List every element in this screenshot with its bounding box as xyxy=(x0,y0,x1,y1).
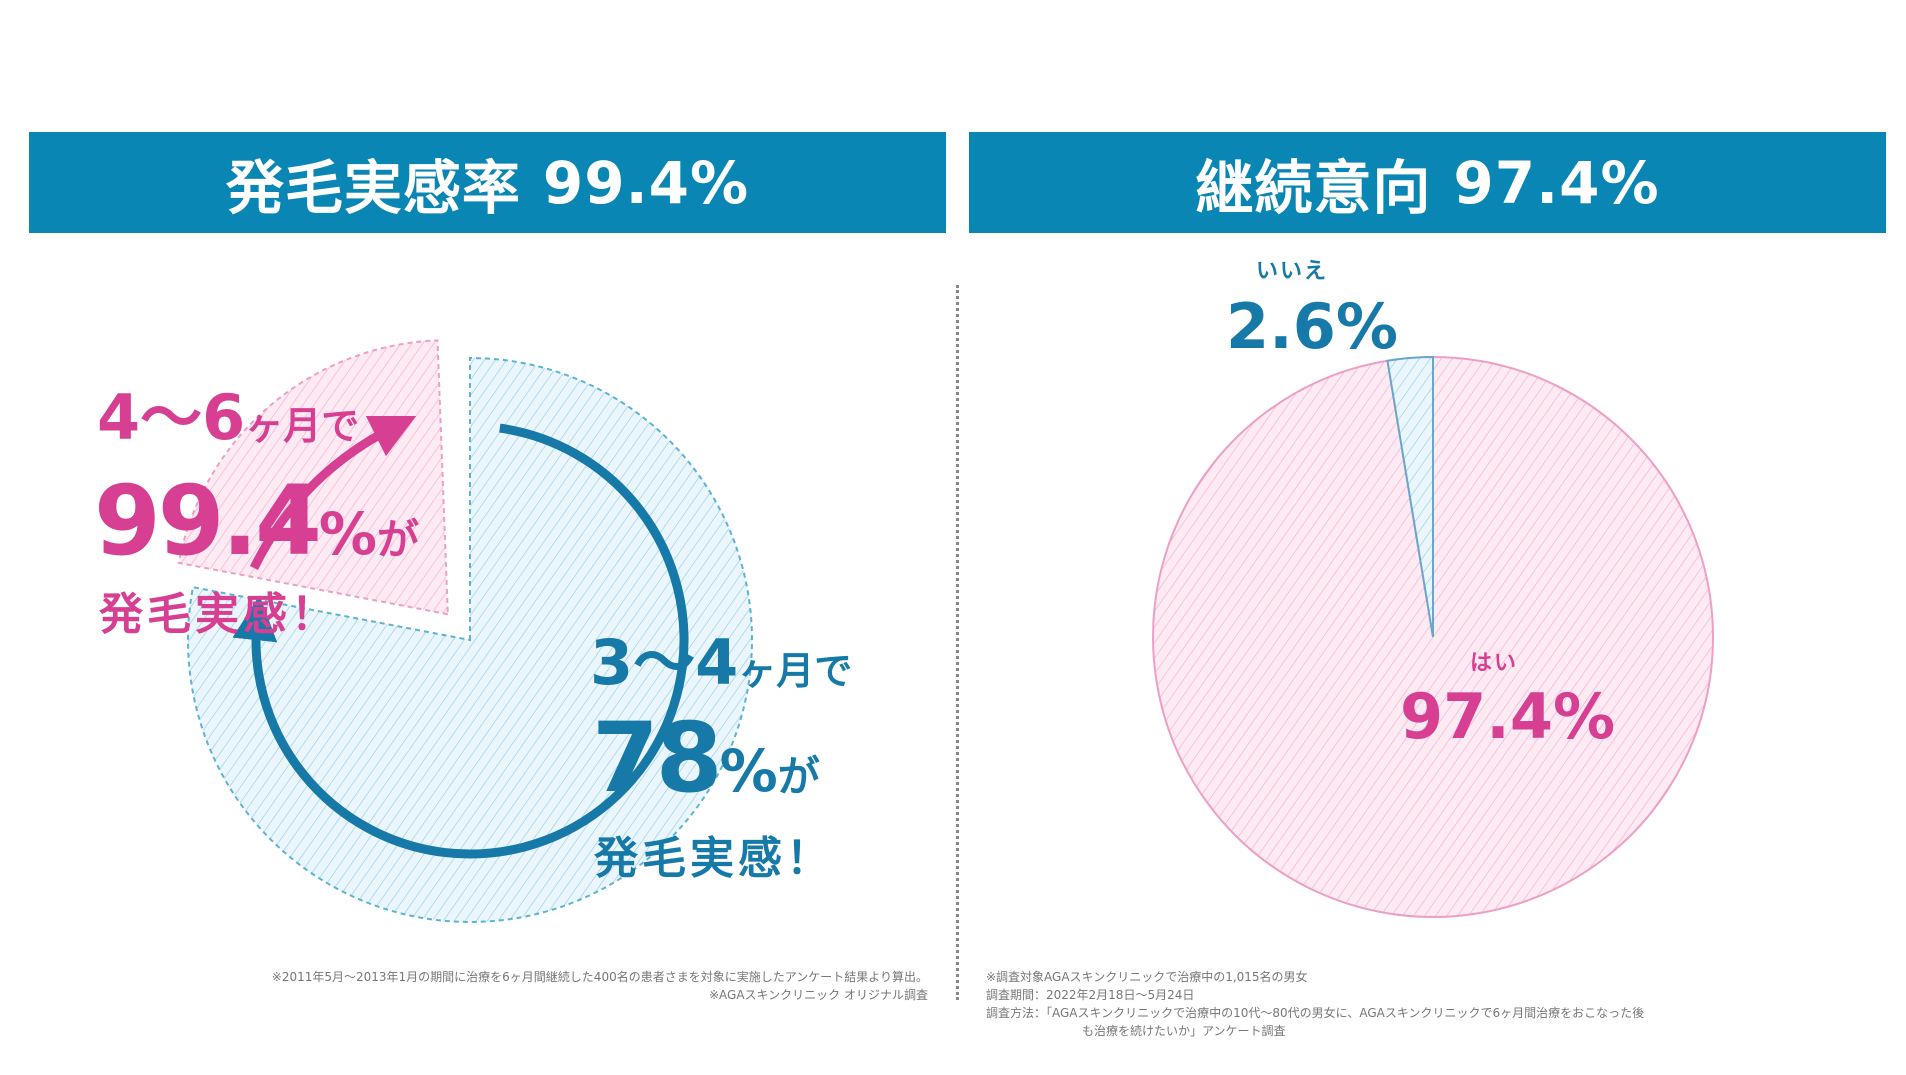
blue-percent-sym: % xyxy=(719,737,778,805)
blue-percent-ga: が xyxy=(777,752,820,801)
blue-feel-label: 発毛実感！ xyxy=(594,833,834,884)
blue-months-num: 3～4 xyxy=(590,626,739,699)
arrow-curved-blue-icon xyxy=(232,423,689,859)
pink-percent-num: 99.4 xyxy=(94,465,322,577)
blue-months-label: 3～4ヶ月で xyxy=(590,612,852,702)
blue-percent-num: 78 xyxy=(592,702,723,814)
pink-months-unit: ヶ月で xyxy=(245,404,360,448)
left-banner: 発毛実感率 99.4% xyxy=(29,132,946,233)
arrow-curved-pink-icon xyxy=(249,415,417,570)
blue-months-unit: ヶ月で xyxy=(738,649,853,693)
pink-percent-sym: % xyxy=(318,500,377,568)
pink-months-num: 4～6 xyxy=(97,381,246,454)
yes-slice-value: 97.4% xyxy=(1400,680,1616,753)
pink-feel-label: 発毛実感！ xyxy=(99,589,339,640)
right-footnote-1: ※調査対象AGAスキンクリニックで治療中の1,015名の男女 xyxy=(986,970,1308,984)
right-banner: 継続意向 97.4% xyxy=(969,132,1886,233)
center-divider xyxy=(956,285,959,1000)
yes-slice-label: はい xyxy=(1470,651,1519,676)
right-footnote-2: 調査期間：2022年2月18日～5月24日 xyxy=(986,988,1195,1002)
pie-slice-3-4-months xyxy=(187,356,753,923)
no-slice-label: いいえ xyxy=(1256,259,1329,284)
left-footnote-2: ※AGAスキンクリニック オリジナル調査 xyxy=(708,988,928,1002)
pie-slice-no xyxy=(1386,355,1434,638)
left-banner-value: 99.4% xyxy=(542,148,750,217)
right-footnote-4: も治療を続けたいか」アンケート調査 xyxy=(1082,1024,1286,1038)
no-slice-value: 2.6% xyxy=(1226,290,1398,363)
pink-percent-label: 99.4%が xyxy=(94,465,419,577)
left-banner-label: 発毛実感率 xyxy=(225,153,521,222)
pink-percent-ga: が xyxy=(376,515,419,564)
pink-months-label: 4～6ヶ月で xyxy=(97,367,359,457)
blue-percent-label: 78%が xyxy=(592,702,820,814)
pie-chart-growth xyxy=(177,339,753,923)
pie-chart-continuation xyxy=(1152,355,1714,918)
left-footnote-1: ※2011年5月～2013年1月の期間に治療を6ヶ月間継続した400名の患者さま… xyxy=(271,970,928,984)
right-banner-label: 継続意向 xyxy=(1195,153,1432,222)
right-banner-value: 97.4% xyxy=(1453,148,1660,217)
right-footnote-3: 調査方法：「AGAスキンクリニックで治療中の10代～80代の男女に、AGAスキン… xyxy=(986,1006,1645,1020)
pie-slice-4-6-months xyxy=(177,339,449,616)
